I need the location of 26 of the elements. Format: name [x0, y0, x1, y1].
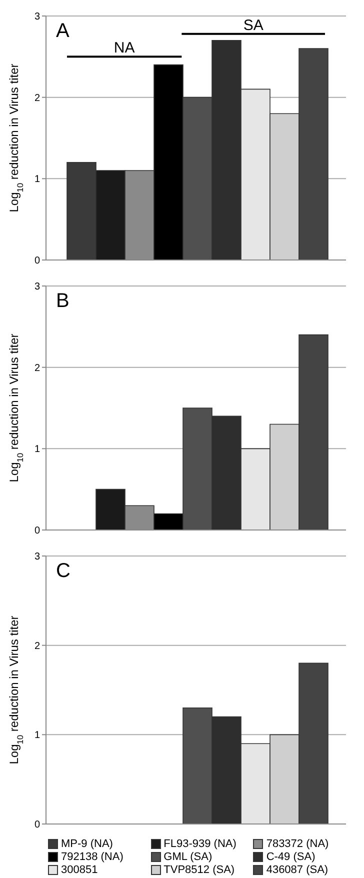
chart-title: B — [56, 290, 70, 313]
legend-label: 300851 — [61, 864, 98, 876]
y-tick-label: 2 — [34, 362, 40, 374]
y-tick-label: 2 — [34, 640, 40, 652]
annotation: SA — [243, 16, 264, 34]
y-tick-label: 3 — [34, 552, 40, 563]
legend-label: C-49 (SA) — [266, 851, 316, 863]
legend-label: 783372 (NA) — [266, 838, 329, 850]
y-tick-label: 1 — [34, 730, 40, 742]
y-tick-label: 2 — [34, 92, 40, 104]
y-tick-label: 3 — [34, 282, 40, 293]
chart-title: C — [56, 560, 70, 583]
y-tick-label: 1 — [34, 174, 40, 186]
y-tick-label: 0 — [34, 256, 40, 267]
legend-label: 792138 (NA) — [61, 851, 124, 863]
legend-label: TVP8512 (SA) — [164, 864, 235, 876]
legend-label: GML (SA) — [164, 851, 212, 863]
y-tick-label: 3 — [34, 12, 40, 23]
legend-label: FL93-939 (NA) — [164, 838, 236, 850]
y-tick-label: 0 — [34, 526, 40, 537]
legend-label: MP-9 (NA) — [61, 838, 113, 850]
y-tick-label: 1 — [34, 444, 40, 456]
annotation: NA — [114, 40, 135, 57]
legend-label: 436087 (SA) — [266, 864, 328, 876]
y-tick-label: 0 — [34, 820, 40, 831]
chart-title: A — [56, 20, 70, 43]
